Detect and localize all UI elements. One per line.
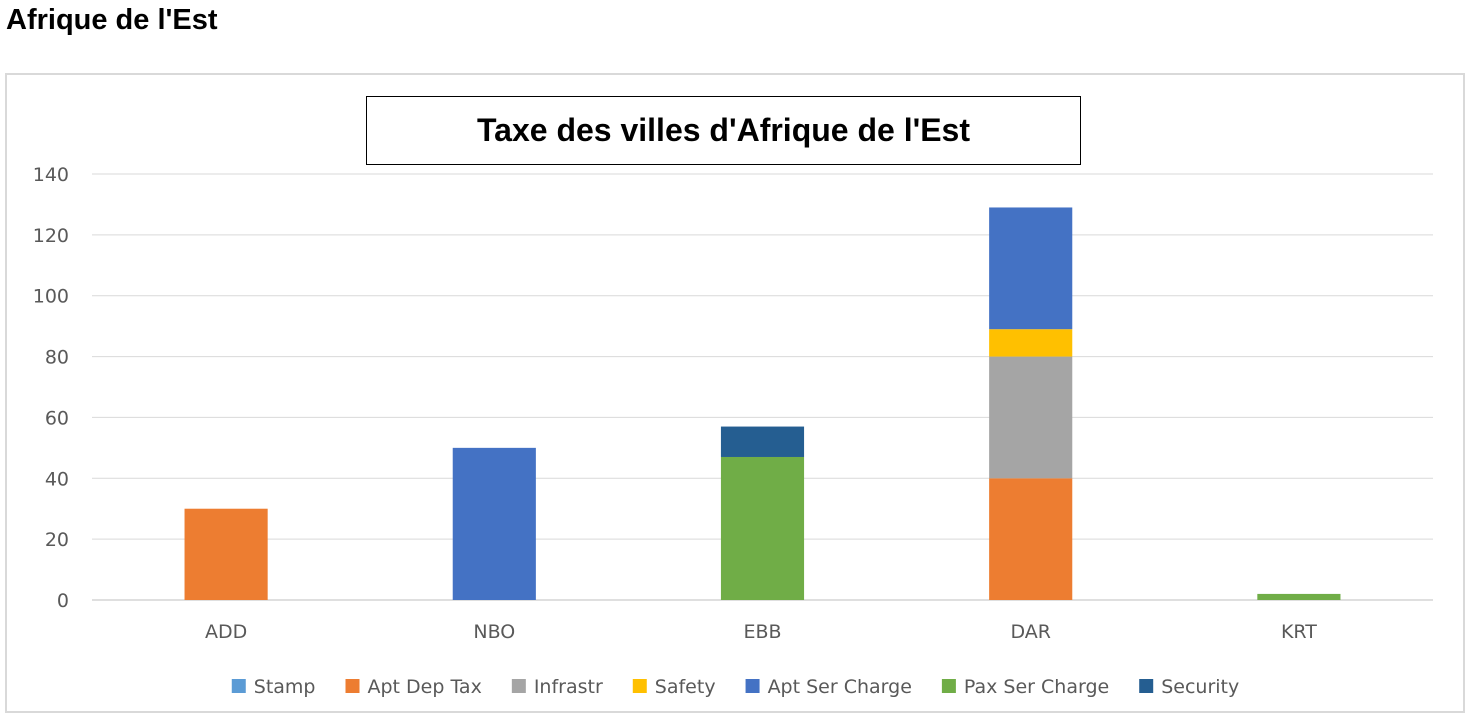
x-category-label: EBB [743, 621, 781, 643]
legend-label: Apt Ser Charge [768, 676, 912, 698]
legend-swatch [511, 679, 526, 693]
legend-label: Pax Ser Charge [964, 676, 1109, 698]
legend-item: Safety [632, 676, 716, 698]
chart-area [5, 73, 1465, 713]
legend-swatch [345, 679, 360, 693]
legend-swatch [632, 679, 647, 693]
x-category-label: KRT [1281, 621, 1317, 643]
legend-swatch [745, 679, 760, 693]
legend-item: Security [1139, 676, 1239, 698]
y-tick-label: 80 [45, 347, 69, 369]
legend-item: Stamp [231, 676, 316, 698]
legend-swatch [941, 679, 956, 693]
y-tick-label: 140 [33, 164, 69, 186]
legend-label: Stamp [254, 676, 316, 698]
bar-add-apt-dep-tax [184, 508, 268, 600]
x-category-label: NBO [473, 621, 515, 643]
chart-title: Taxe des villes d'Afrique de l'Est [366, 96, 1081, 165]
x-axis-categories: ADD NBO EBB DAR KRT [205, 621, 1317, 643]
y-axis-ticks: 0 20 40 60 80 100 120 140 [33, 164, 69, 612]
legend-label: Safety [655, 676, 716, 698]
legend-label: Infrastr [534, 676, 603, 698]
y-tick-label: 60 [45, 407, 69, 429]
bars [184, 207, 1341, 600]
bar-dar-safety [989, 329, 1073, 357]
page-heading: Afrique de l'Est [6, 4, 218, 36]
bar-dar-infrastr [989, 356, 1073, 479]
legend-item: Infrastr [511, 676, 603, 698]
y-tick-label: 100 [33, 286, 69, 308]
x-category-label: ADD [205, 621, 247, 643]
legend-swatch [1139, 679, 1154, 693]
y-tick-label: 120 [33, 225, 69, 247]
bar-ebb-security [720, 426, 805, 457]
legend-item: Pax Ser Charge [941, 676, 1109, 698]
legend-item: Apt Dep Tax [345, 676, 482, 698]
x-category-label: DAR [1010, 621, 1051, 643]
legend-item: Apt Ser Charge [745, 676, 912, 698]
bar-nbo-apt-ser-charge [452, 447, 536, 600]
legend-label: Security [1161, 676, 1239, 698]
bar-dar-apt-ser-charge [989, 207, 1073, 330]
y-tick-label: 20 [45, 529, 69, 551]
bar-krt-pax-ser-charge [1257, 593, 1341, 600]
y-tick-label: 40 [45, 468, 69, 490]
legend-swatch [231, 679, 246, 693]
bar-dar-apt-dep-tax [989, 478, 1073, 600]
legend-label: Apt Dep Tax [368, 676, 482, 698]
bar-ebb-pax-ser-charge [720, 456, 805, 600]
y-tick-label: 0 [57, 590, 69, 612]
legend: Stamp Apt Dep Tax Infrastr Safety Apt Ser Ch… [231, 676, 1239, 698]
